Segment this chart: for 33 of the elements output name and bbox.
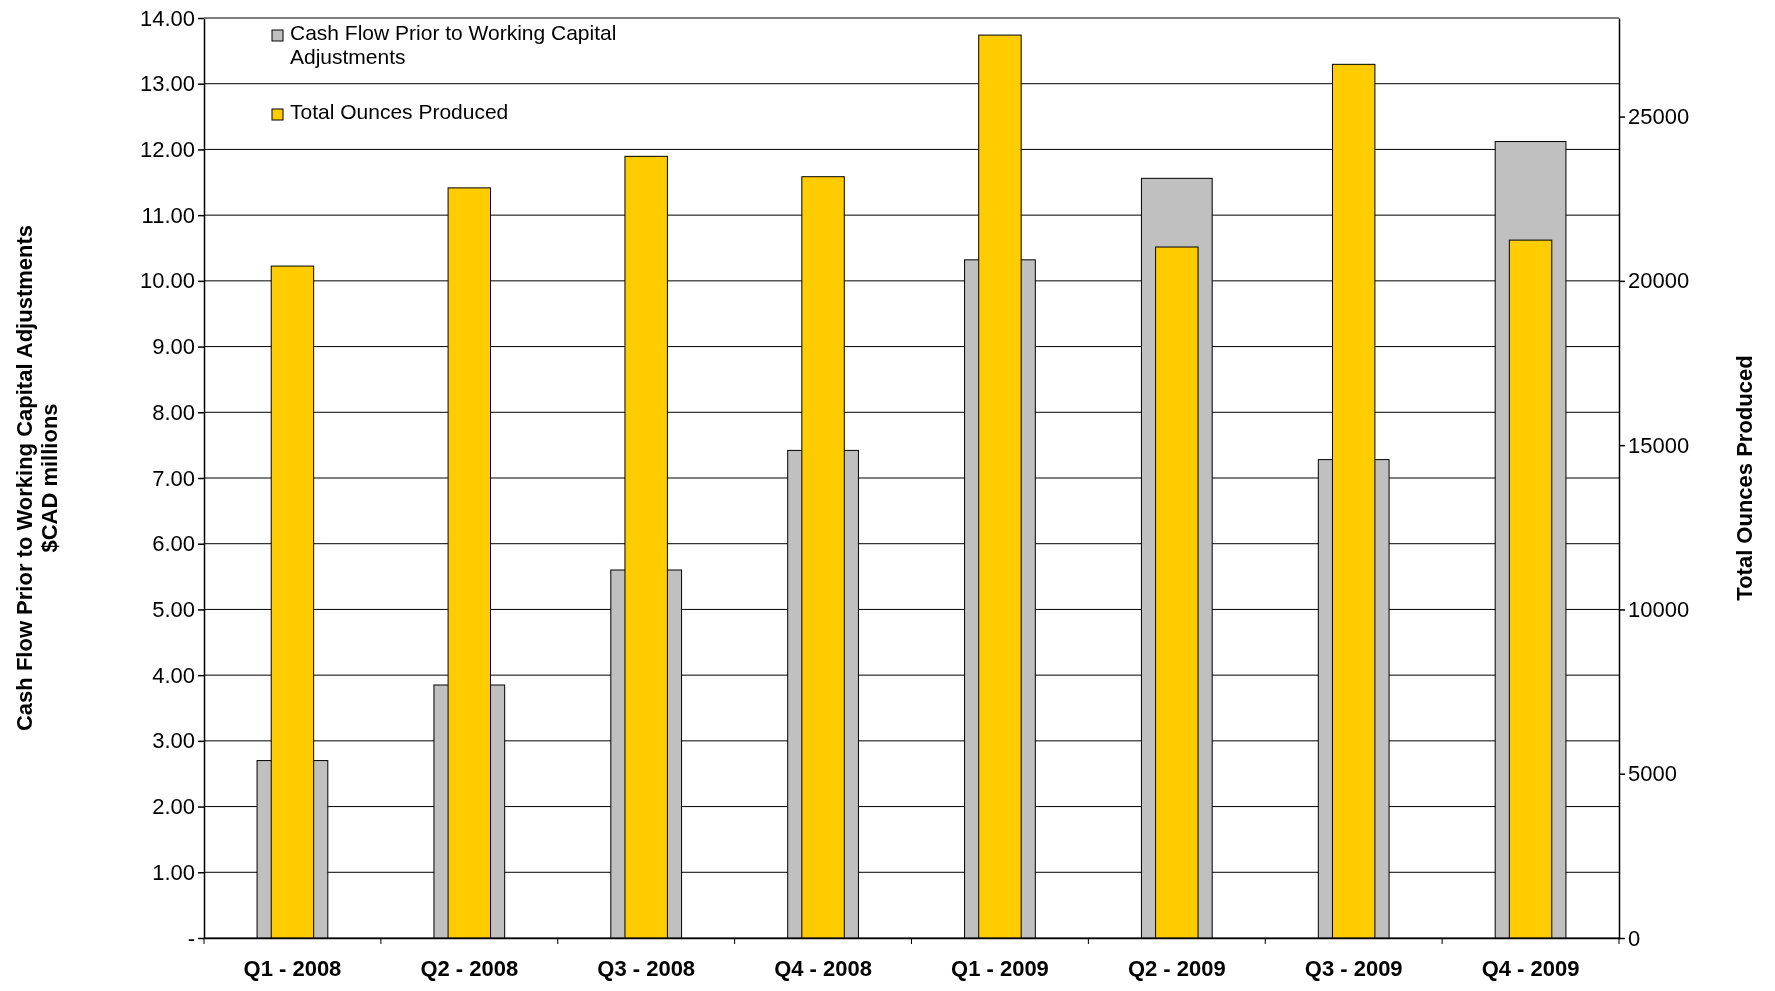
y2-tick-label: 25000 <box>1628 104 1690 130</box>
x-tick-label: Q4 - 2008 <box>774 956 872 982</box>
y-tick-label: 7.00 <box>152 465 195 491</box>
legend-label: Total Ounces Produced <box>290 100 509 123</box>
x-tick-label: Q3 - 2008 <box>597 956 696 982</box>
x-tick-label: Q3 - 2009 <box>1304 956 1403 982</box>
y-tick-label: 1.00 <box>152 859 195 885</box>
y-tick-label: 14.00 <box>139 5 195 31</box>
x-tick-label: Q4 - 2009 <box>1481 956 1580 982</box>
y2-tick-label: 20000 <box>1628 268 1690 294</box>
y-tick-label: 4.00 <box>152 662 195 688</box>
x-tick-label: Q1 - 2009 <box>951 956 1049 982</box>
x-tick-label: Q1 - 2008 <box>243 956 342 982</box>
y-tick-label: - <box>187 925 195 951</box>
y-tick-label: 5.00 <box>152 596 195 622</box>
y2-tick-label: 5000 <box>1628 761 1677 787</box>
y2-tick-label: 15000 <box>1628 432 1690 458</box>
y2-tick-label: 10000 <box>1628 596 1690 622</box>
y-tick-label: 13.00 <box>139 71 195 97</box>
y-tick-label: 2.00 <box>152 794 195 820</box>
y2-axis-title: Total Ounces Produced <box>1732 355 1757 601</box>
y-tick-label: 8.00 <box>152 399 195 425</box>
y-axis-title: Cash Flow Prior to Working Capital Adjustments $CAD millions <box>12 224 63 732</box>
y-tick-label: 6.00 <box>152 531 195 557</box>
x-tick-label: Q2 - 2009 <box>1127 956 1226 982</box>
y-tick-label: 3.00 <box>152 728 195 754</box>
y-tick-label: 9.00 <box>152 334 195 360</box>
legend-label: Cash Flow Prior to Working Capital Adjustments <box>290 21 617 69</box>
x-tick-label: Q2 - 2008 <box>420 956 519 982</box>
y-tick-label: 10.00 <box>139 268 195 294</box>
y-tick-label: 11.00 <box>141 202 195 228</box>
y-tick-label: 12.00 <box>139 136 195 162</box>
y2-tick-label: 0 <box>1628 925 1641 951</box>
